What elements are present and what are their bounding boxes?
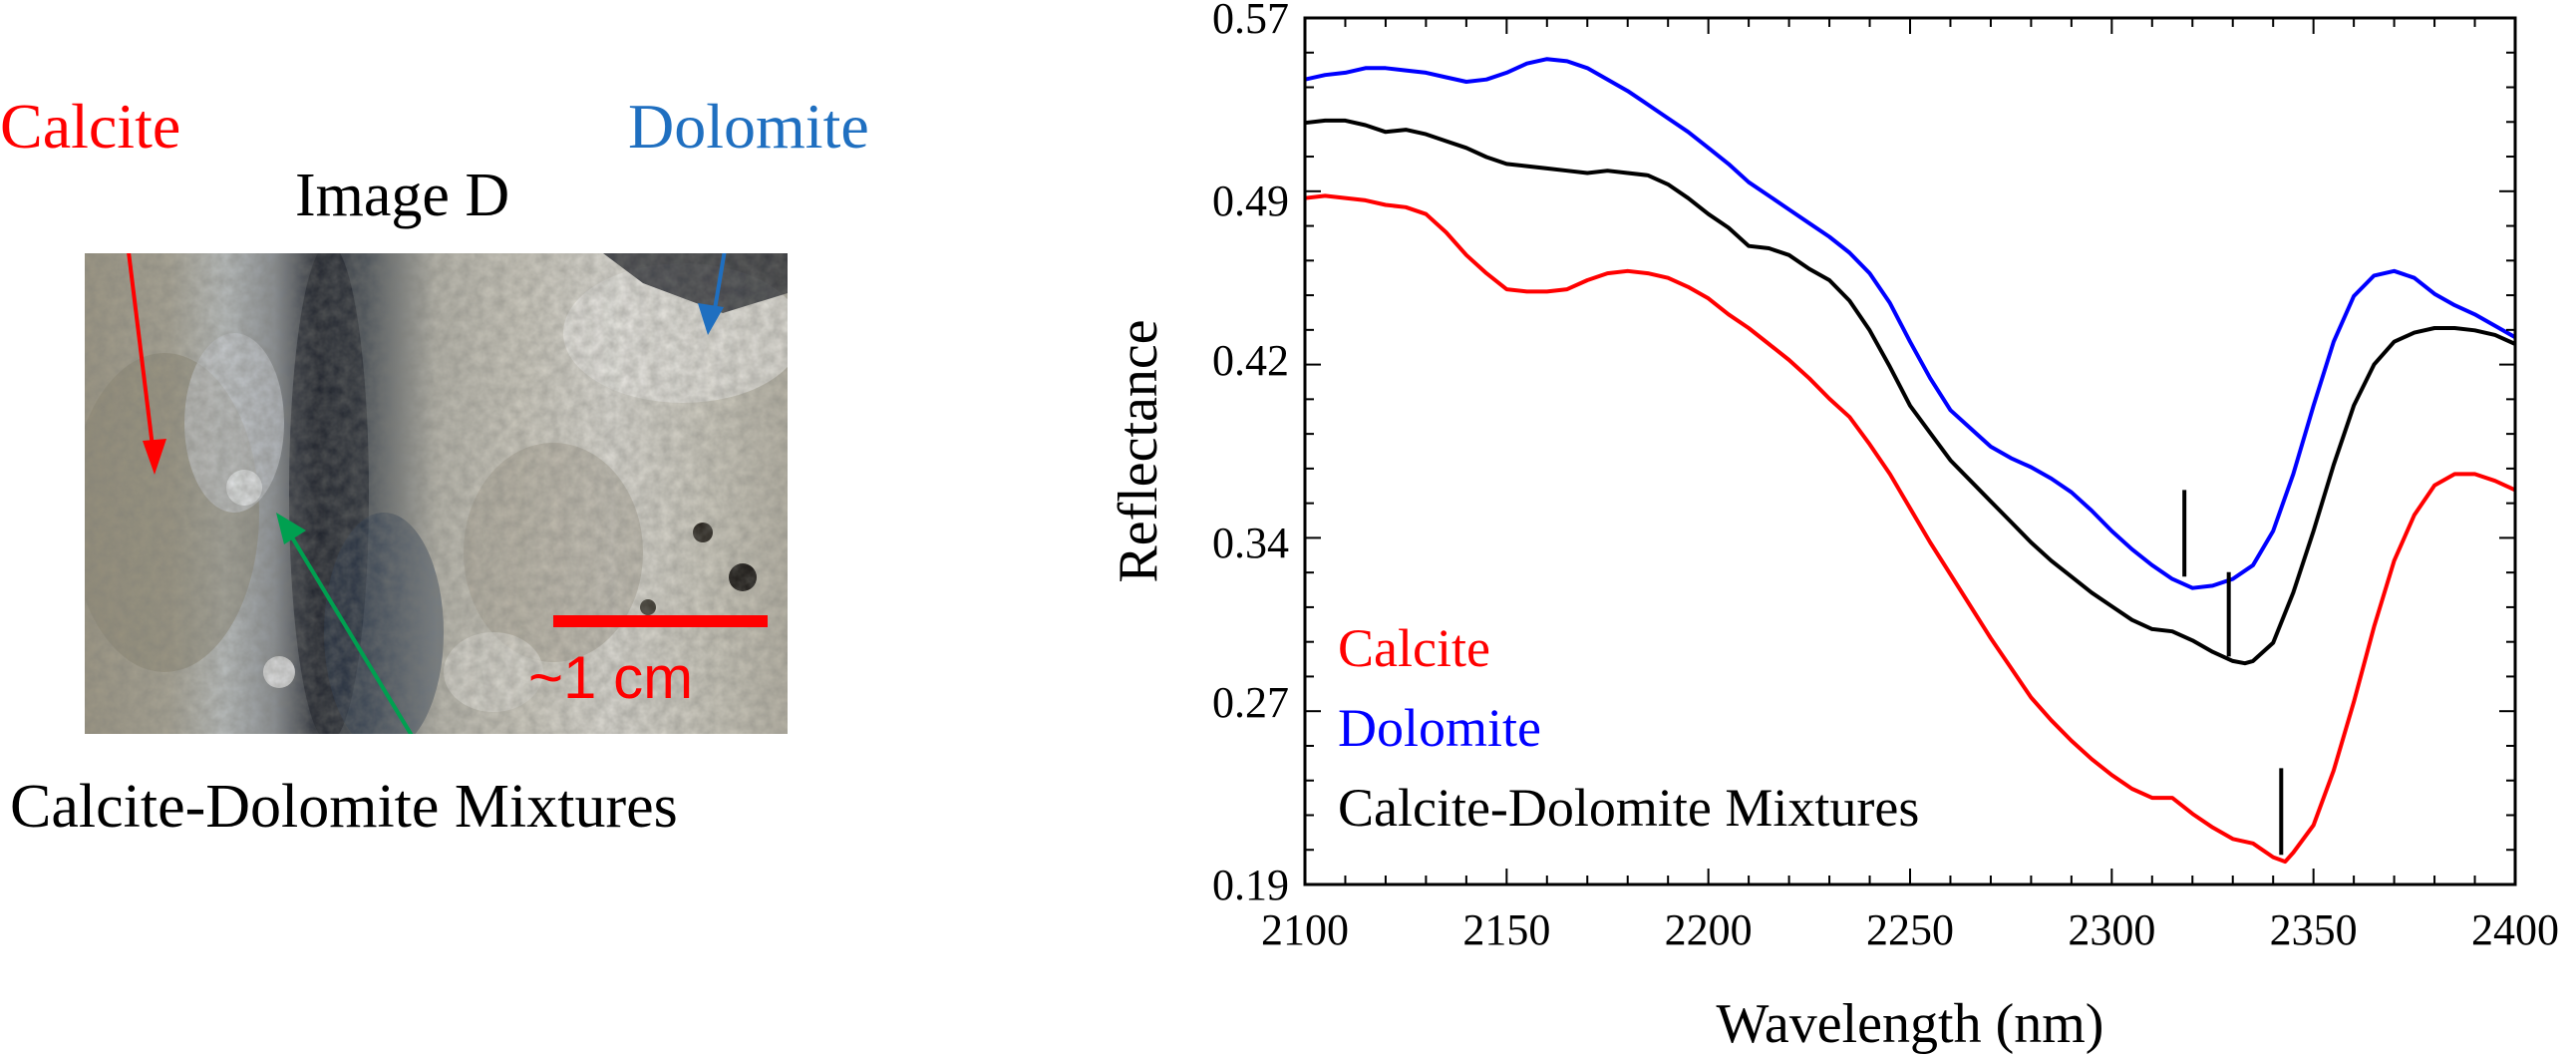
y-axis-label: Reflectance <box>1108 319 1169 582</box>
mixtures-arrow <box>287 530 414 734</box>
x-tick-label: 2350 <box>2270 905 2358 954</box>
calcite-arrowhead <box>143 439 166 475</box>
legend: Calcite Dolomite Calcite-Dolomite Mixtures <box>1338 618 1919 838</box>
legend-entry: Dolomite <box>1338 698 1541 758</box>
scale-bar <box>553 615 768 627</box>
reflectance-chart: 2100 2150 2200 2250 2300 2350 2400 0.19 0.27 0.34… <box>1108 0 2559 1055</box>
legend-entry: Calcite-Dolomite Mixtures <box>1338 778 1919 838</box>
scale-label: ~1 cm <box>528 644 694 711</box>
x-tick-label: 2150 <box>1462 905 1550 954</box>
series-line <box>1304 57 2516 590</box>
y-tick-label: 0.19 <box>1212 861 1289 909</box>
x-tick-label: 2100 <box>1261 905 1349 954</box>
x-tick-label: 2200 <box>1665 905 1753 954</box>
y-tick-label: 0.34 <box>1212 519 1289 567</box>
sample-image-panel: Calcite Image D Dolomite <box>0 0 1057 1057</box>
x-tick-label: 2250 <box>1866 905 1954 954</box>
dolomite-arrow <box>711 253 727 322</box>
calcite-label: Calcite <box>0 91 181 162</box>
mixtures-arrowhead <box>276 513 306 544</box>
dolomite-arrowhead <box>698 303 724 335</box>
y-tick-label: 0.42 <box>1212 336 1289 385</box>
calcite-arrow <box>127 253 157 464</box>
series-line <box>1304 118 2516 666</box>
plot-lines <box>1304 57 2516 865</box>
y-tick-label: 0.49 <box>1212 176 1289 225</box>
x-tick-label: 2300 <box>2068 905 2155 954</box>
axis-ticks: 2100 2150 2200 2250 2300 2350 2400 0.19 0.27 0.34… <box>1212 0 2559 954</box>
x-axis-label: Wavelength (nm) <box>1717 993 2104 1055</box>
y-tick-label: 0.57 <box>1212 0 1289 43</box>
plot-frame <box>1303 16 2517 886</box>
mixtures-label: Calcite-Dolomite Mixtures <box>10 773 678 841</box>
rock-sample-photo <box>85 253 788 734</box>
legend-entry: Calcite <box>1338 618 1490 678</box>
dolomite-label: Dolomite <box>628 91 869 162</box>
series-line <box>1304 193 2516 865</box>
y-tick-label: 0.27 <box>1212 678 1289 727</box>
x-tick-label: 2400 <box>2471 905 2559 954</box>
image-title: Image D <box>295 162 510 229</box>
